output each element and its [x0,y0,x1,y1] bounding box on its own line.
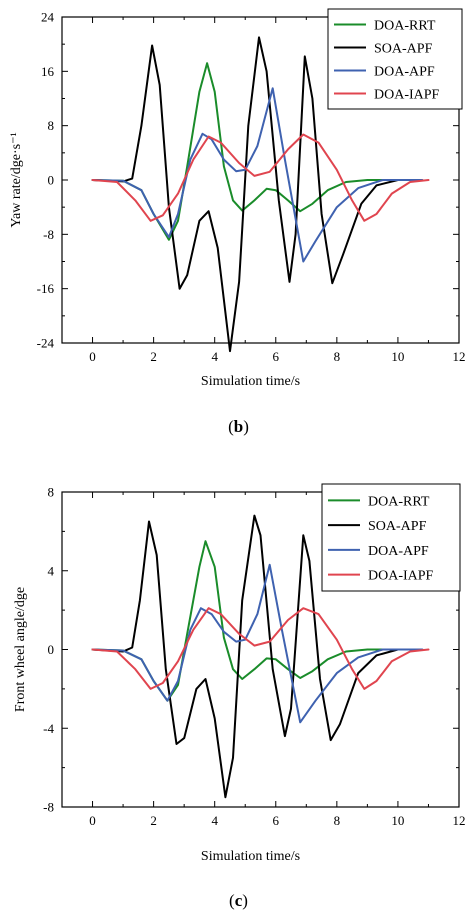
x-tick-label: 2 [150,813,157,828]
series-line-soa-apf [91,36,421,353]
x-tick-label: 10 [391,349,404,364]
legend-entry: DOA-IAPF [368,569,434,584]
x-tick-label: 0 [89,813,96,828]
legend-entry: DOA-APF [374,65,435,80]
panel-label-letter: c [235,891,243,910]
panel-label-open: ( [229,891,235,910]
legend-entry: SOA-APF [374,42,433,57]
y-tick-label: 0 [48,642,55,657]
panel-label-letter: b [234,417,243,436]
panel-label-open: ( [228,417,234,436]
y-tick-label: 8 [48,485,55,500]
x-tick-label: 6 [273,813,280,828]
y-tick-label: 24 [41,10,55,25]
legend-entry: DOA-RRT [374,19,436,34]
y-tick-label: 8 [48,118,55,133]
y-tick-label: -16 [37,281,55,296]
x-axis-label: Simulation time/s [201,374,300,389]
panel-label-close: ) [242,891,248,910]
series-line-doa-apf [91,87,424,263]
x-tick-label: 12 [453,349,466,364]
panel-label: (c) [229,891,248,910]
legend-entry: DOA-IAPF [374,88,440,103]
legend-entry: DOA-APF [368,544,429,559]
y-tick-label: -8 [43,227,54,242]
y-tick-label: 0 [48,173,55,188]
x-tick-label: 8 [334,349,341,364]
x-tick-label: 8 [334,813,341,828]
panel-label-close: ) [243,417,249,436]
y-tick-label: 4 [48,563,55,578]
series-line-doa-apf [91,563,424,724]
legend-entry: SOA-APF [368,519,427,534]
y-tick-label: 16 [41,64,55,79]
x-axis-label: Simulation time/s [201,849,300,864]
x-tick-label: 4 [211,813,218,828]
legend-box [321,483,461,592]
y-axis-label: Yaw rate/dge·s⁻¹ [9,132,24,227]
x-tick-label: 0 [89,349,96,364]
y-axis-label: Front wheel angle/dge [13,587,28,712]
legend-entry: DOA-RRT [368,494,430,509]
y-tick-label: -24 [37,336,55,351]
legend: DOA-RRT SOA-APF DOA-APF DOA-IAPF [327,8,463,110]
series-line-soa-apf [91,514,421,799]
legend: DOA-RRT SOA-APF DOA-APF DOA-IAPF [321,483,461,592]
chart-panel-c: 0 2 4 6 8 10 12 -8 -4 0 4 8 Simulation time/s Front w… [13,483,466,910]
legend-box [327,8,463,110]
panel-label: (b) [228,417,249,436]
series-line-doa-iapf [91,607,430,690]
x-tick-label: 6 [273,349,280,364]
y-tick-label: -8 [43,800,54,815]
x-tick-label: 12 [453,813,466,828]
x-tick-label: 4 [211,349,218,364]
y-tick-label: -4 [43,721,54,736]
x-tick-label: 10 [391,813,404,828]
x-tick-label: 2 [150,349,157,364]
series-line-doa-iapf [91,133,430,222]
